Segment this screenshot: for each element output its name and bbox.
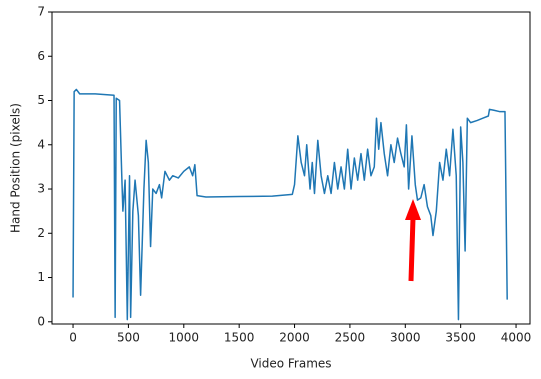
- x-tick-label: 1500: [224, 331, 255, 345]
- x-tick-label: 500: [117, 331, 140, 345]
- y-tick-label: 2: [37, 226, 45, 240]
- data-line: [72, 88, 508, 321]
- x-tick-label: 3500: [445, 331, 476, 345]
- plot-frame: [51, 11, 531, 325]
- y-tick-label: 3: [37, 182, 45, 196]
- annotation-arrow: [405, 199, 421, 282]
- y-tick-label: 7: [37, 5, 45, 19]
- y-tick-label: 4: [37, 137, 45, 151]
- y-axis-label: Hand Position (pixels): [9, 103, 23, 233]
- y-tick-label: 0: [37, 314, 45, 328]
- x-tick-label: 3000: [390, 331, 421, 345]
- x-tick-label: 4000: [501, 331, 532, 345]
- x-axis-label: Video Frames: [250, 357, 331, 371]
- x-tick-label: 2000: [279, 331, 310, 345]
- x-tick-label: 2500: [335, 331, 366, 345]
- x-tick-label: 1000: [169, 331, 200, 345]
- arrow-shaft: [408, 217, 416, 282]
- y-tick-label: 6: [37, 49, 45, 63]
- y-tick-label: 1: [37, 270, 45, 284]
- arrow-head: [405, 199, 421, 220]
- x-tick-label: 0: [69, 331, 77, 345]
- y-tick-label: 5: [37, 93, 45, 107]
